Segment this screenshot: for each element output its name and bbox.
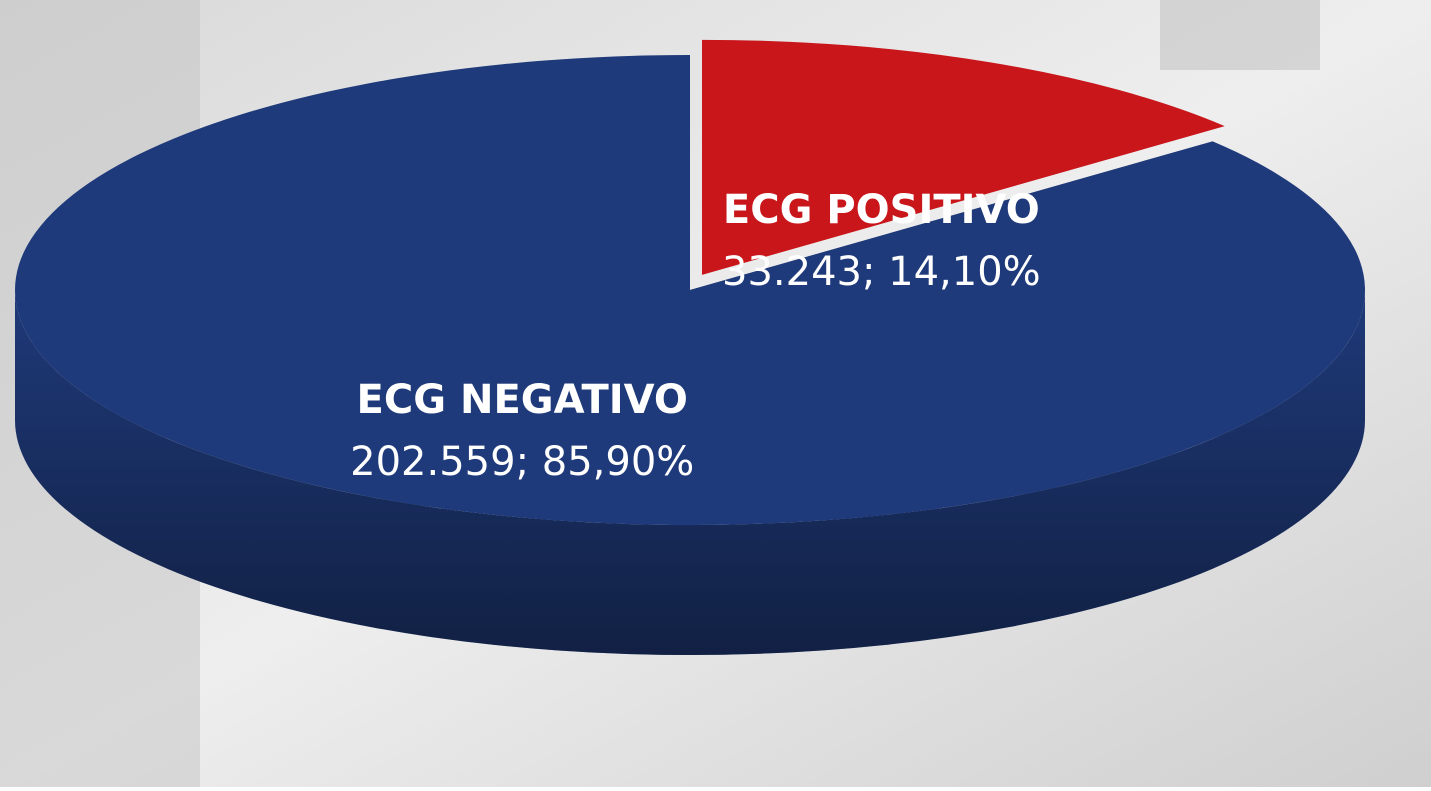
slice-label: ECG NEGATIVO (357, 377, 688, 423)
slice-label: ECG POSITIVO (723, 187, 1040, 233)
slice (14, 55, 1365, 525)
slice-side-shade (15, 290, 1365, 655)
background-shape (1160, 0, 1320, 70)
value-label: 202.559; 85,90% (350, 439, 694, 485)
value-label: 33.243; 14,10% (722, 249, 1041, 295)
slice (701, 39, 1225, 275)
